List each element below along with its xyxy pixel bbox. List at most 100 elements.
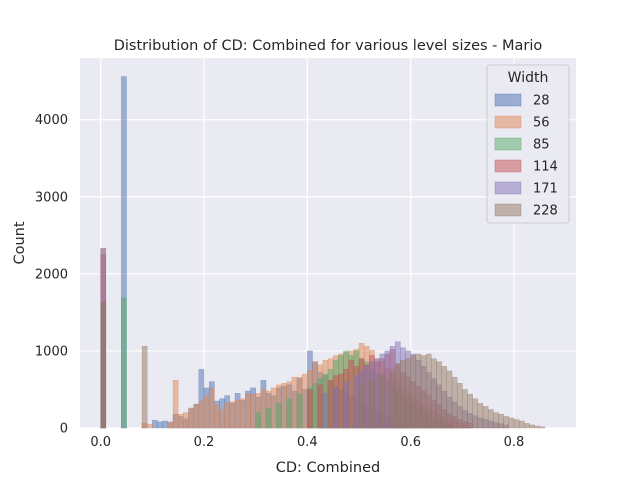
histogram-bar <box>498 413 504 429</box>
histogram-bar <box>363 366 370 429</box>
series-228 <box>100 302 546 429</box>
histogram-bar <box>183 412 189 429</box>
histogram-bar <box>369 380 375 429</box>
legend-swatch <box>494 181 522 195</box>
histogram-bar <box>162 420 169 429</box>
y-tick-label: 1000 <box>35 344 68 359</box>
legend-label: 56 <box>533 116 550 131</box>
histogram-bar <box>524 423 530 429</box>
histogram-bar <box>286 398 293 429</box>
legend-item-28: 28 <box>494 93 550 109</box>
legend-label: 171 <box>533 182 558 197</box>
histogram-bar <box>487 409 494 429</box>
legend: Width 28 56 85 114 171 228 <box>486 64 570 224</box>
legend-swatch <box>494 159 522 173</box>
legend-swatch <box>494 115 522 129</box>
legend-label: 28 <box>533 94 550 109</box>
histogram-bar <box>493 412 499 429</box>
histogram-bar <box>539 426 546 429</box>
histogram-bar <box>250 393 256 429</box>
y-tick-label: 3000 <box>35 190 68 205</box>
histogram-bar <box>152 420 158 429</box>
histogram-bar <box>508 417 515 429</box>
histogram-bar <box>394 363 401 429</box>
histogram-bar <box>456 383 463 429</box>
histogram-bar <box>431 358 437 429</box>
histogram-bar <box>338 373 344 429</box>
histogram-bar <box>451 376 458 429</box>
histogram-bar <box>529 424 535 429</box>
histogram-bar <box>327 380 334 429</box>
histogram-bar <box>291 376 298 429</box>
histogram-bar <box>239 398 246 429</box>
histogram-bar <box>193 404 200 429</box>
histogram-bar <box>276 403 282 429</box>
legend-swatch <box>494 93 522 107</box>
histogram-bar <box>420 355 427 429</box>
histogram-bar <box>415 353 422 429</box>
legend-item-114: 114 <box>494 159 558 175</box>
legend-item-228: 228 <box>494 203 558 219</box>
histogram-bar <box>513 419 520 429</box>
histogram-bar <box>312 383 318 429</box>
legend-item-56: 56 <box>494 115 550 131</box>
histogram-bar <box>317 384 324 429</box>
y-tick-label: 4000 <box>35 113 68 128</box>
histogram-bar <box>436 361 442 429</box>
histogram-bar <box>260 389 267 429</box>
histogram-bar <box>353 375 360 429</box>
x-tick-label: 0.2 <box>194 435 215 450</box>
legend-title: Width <box>508 70 549 86</box>
legend-item-85: 85 <box>494 137 550 153</box>
histogram-bar <box>462 389 468 429</box>
chart-title: Distribution of CD: Combined for various… <box>114 38 543 54</box>
x-tick-label: 0.8 <box>504 435 525 450</box>
histogram-bar <box>121 297 127 429</box>
histogram-bar <box>482 406 489 429</box>
histogram-bar <box>208 387 215 429</box>
histogram-bar <box>503 416 510 429</box>
histogram-bar <box>141 346 148 429</box>
legend-label: 114 <box>533 160 558 175</box>
histogram-bar <box>358 384 365 429</box>
x-tick-label: 0.4 <box>297 435 318 450</box>
histogram-bar <box>374 358 380 429</box>
histogram-bar <box>219 409 225 429</box>
histogram-bar <box>384 350 391 429</box>
x-tick-label: 0.0 <box>90 435 111 450</box>
histogram-bar <box>100 302 107 429</box>
legend-label: 228 <box>533 204 558 219</box>
y-tick-label: 2000 <box>35 267 68 282</box>
histogram-bar <box>167 421 174 429</box>
legend-items: 28 56 85 114 171 228 <box>494 93 558 219</box>
histogram-bar <box>472 398 479 429</box>
x-axis-label: CD: Combined <box>276 460 380 476</box>
histogram-bar <box>265 407 272 429</box>
histogram-bar <box>477 403 484 429</box>
histogram-bars <box>100 76 546 429</box>
histogram-bar <box>214 404 220 429</box>
histogram-bar <box>322 393 329 429</box>
y-axis-ticks: 0 1000 2000 3000 4000 <box>35 113 68 436</box>
legend-label: 85 <box>533 138 550 153</box>
histogram-bar <box>255 412 262 429</box>
histogram-bar <box>425 353 432 429</box>
histogram-bar <box>534 425 541 429</box>
histogram-bar <box>301 373 308 429</box>
legend-swatch <box>494 137 522 151</box>
legend-swatch <box>494 203 522 217</box>
histogram-bar <box>410 355 417 429</box>
histogram-bar <box>348 359 355 429</box>
histogram-bar <box>518 420 525 429</box>
histogram-bar <box>172 380 179 429</box>
histogram-bar <box>245 393 251 429</box>
histogram-bar <box>281 383 287 429</box>
y-axis-label: Count <box>12 221 28 264</box>
histogram-bar <box>400 359 406 429</box>
x-axis-ticks: 0.0 0.2 0.4 0.6 0.8 <box>90 435 524 450</box>
histogram-bar <box>379 373 386 429</box>
legend-item-171: 171 <box>494 181 558 197</box>
histogram-bar <box>188 407 194 429</box>
histogram-bar <box>270 387 277 429</box>
